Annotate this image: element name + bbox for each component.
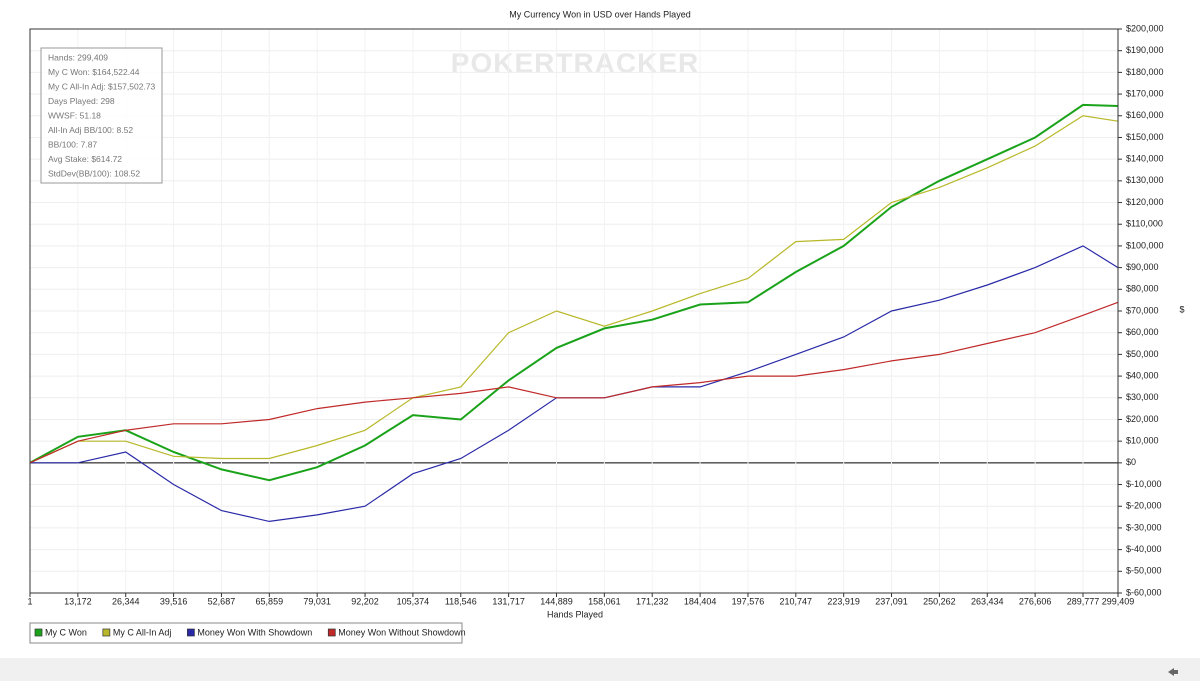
y-tick-label: $110,000	[1126, 219, 1163, 229]
series-line	[29, 115, 1119, 464]
stat-line: StdDev(BB/100): 108.52	[48, 168, 140, 178]
stat-line: WWSF: 51.18	[48, 110, 101, 120]
x-tick-label: 105,374	[397, 596, 430, 606]
y-tick-label: $40,000	[1126, 370, 1159, 380]
y-tick-label: $60,000	[1126, 327, 1159, 337]
y-tick-label: $200,000	[1126, 23, 1164, 33]
stat-line: Avg Stake: $614.72	[48, 154, 122, 164]
x-tick-label: 223,919	[827, 596, 860, 606]
stat-line: All-In Adj BB/100: 8.52	[48, 125, 133, 135]
x-tick-label: 210,747	[780, 596, 813, 606]
legend-label: Money Won With Showdown	[197, 627, 312, 637]
y-tick-label: $140,000	[1126, 154, 1164, 164]
y-tick-label: $-50,000	[1126, 566, 1162, 576]
legend-swatch	[187, 628, 195, 637]
x-tick-label: 65,859	[256, 596, 284, 606]
legend-swatch	[102, 628, 111, 637]
legend-swatch	[327, 628, 336, 637]
y-axis-label: $	[1179, 304, 1184, 314]
y-tick-label: $160,000	[1126, 110, 1164, 120]
y-tick-label: $-20,000	[1126, 501, 1162, 511]
x-axis-label: Hands Played	[547, 609, 603, 619]
background	[0, 0, 1200, 658]
legend-label: My C All-In Adj	[113, 627, 172, 637]
series-line	[29, 301, 1119, 464]
x-tick-label: 237,091	[875, 596, 908, 606]
y-tick-label: $80,000	[1126, 284, 1159, 294]
y-tick-label: $190,000	[1126, 45, 1164, 55]
legend-label: Money Won Without Showdown	[338, 627, 465, 637]
stat-line: My C All-In Adj: $157,502.73	[48, 81, 156, 91]
x-tick-label: 26,344	[112, 596, 140, 606]
stat-line: Hands: 299,409	[48, 52, 108, 62]
y-tick-label: $100,000	[1126, 240, 1164, 250]
x-tick-label: 171,232	[636, 596, 669, 606]
x-tick-label: 158,061	[588, 596, 621, 606]
x-tick-label: 118,546	[445, 596, 477, 606]
x-tick-label: 92,202	[351, 596, 379, 606]
legend-box	[29, 622, 463, 644]
series-line	[29, 103, 1119, 482]
x-tick-label: 39,516	[160, 596, 188, 606]
y-tick-label: $-30,000	[1126, 522, 1162, 532]
watermark: POKERTRACKER	[451, 47, 699, 78]
stat-line: My C Won: $164,522.44	[48, 67, 140, 77]
y-tick-label: $150,000	[1126, 132, 1164, 142]
x-tick-label: 289,777	[1067, 596, 1100, 606]
y-tick-label: $-10,000	[1126, 479, 1162, 489]
y-tick-label: $180,000	[1126, 67, 1164, 77]
legend-swatch	[34, 628, 43, 637]
x-tick-label: 299,409	[1102, 596, 1135, 606]
x-tick-label: 144,889	[540, 596, 573, 606]
y-tick-label: $130,000	[1126, 175, 1164, 185]
legend-label: My C Won	[45, 627, 87, 637]
y-tick-label: $120,000	[1126, 197, 1164, 207]
y-tick-label: $0	[1126, 457, 1136, 467]
x-tick-label: 263,434	[971, 596, 1004, 606]
x-tick-label: 131,717	[492, 596, 525, 606]
y-tick-label: $30,000	[1126, 392, 1159, 402]
y-tick-label: $90,000	[1126, 262, 1159, 272]
x-tick-label: 79,031	[303, 596, 331, 606]
stat-line: BB/100: 7.87	[48, 139, 97, 149]
y-tick-label: $70,000	[1126, 305, 1159, 315]
y-tick-label: $50,000	[1126, 349, 1159, 359]
x-tick-label: 184,404	[684, 596, 717, 606]
y-tick-label: $170,000	[1126, 88, 1164, 98]
y-tick-label: $-60,000	[1126, 587, 1162, 597]
x-tick-label: 52,687	[208, 596, 236, 606]
x-tick-label: 197,576	[732, 596, 765, 606]
resize-icon	[1168, 668, 1178, 676]
x-tick-label: 1	[27, 596, 32, 606]
x-tick-label: 250,262	[923, 596, 956, 606]
status-bar	[0, 658, 1200, 681]
y-tick-label: $20,000	[1126, 414, 1159, 424]
stats-box	[40, 47, 163, 184]
x-tick-label: 13,172	[64, 596, 92, 606]
stat-line: Days Played: 298	[48, 96, 115, 106]
y-tick-label: $-40,000	[1126, 544, 1162, 554]
plot-frame	[29, 28, 1119, 594]
y-tick-label: $10,000	[1126, 436, 1159, 446]
x-tick-label: 276,606	[1019, 596, 1052, 606]
chart-title: My Currency Won in USD over Hands Played	[509, 9, 690, 19]
